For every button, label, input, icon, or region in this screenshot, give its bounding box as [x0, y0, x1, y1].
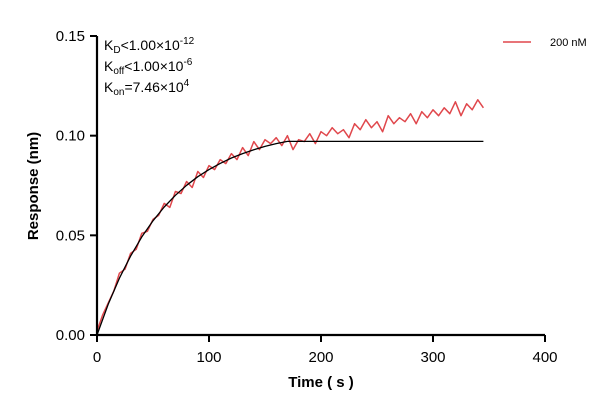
x-axis-label: Time ( s ): [288, 374, 354, 391]
x-tick-label: 100: [196, 349, 221, 366]
y-axis-label: Response (nm): [25, 132, 42, 240]
x-tick-label: 400: [532, 349, 557, 366]
fit-curve-line: [96, 140, 484, 336]
legend: 200 nM: [503, 37, 587, 49]
kon-annotation: Kon=7.46×104: [104, 78, 190, 98]
y-tick-label: 0.10: [56, 128, 85, 145]
axis-ticks: 0 100 200 300 400 0.00 0.05 0.10 0.15: [56, 28, 558, 366]
kd-annotation: KD<1.00×10-12: [104, 36, 195, 56]
x-tick-label: 300: [420, 349, 445, 366]
y-tick-label: 0.15: [56, 28, 85, 45]
x-tick-label: 200: [308, 349, 333, 366]
koff-annotation: Koff<1.00×10-6: [104, 57, 193, 77]
series-line-200nm: [96, 99, 485, 332]
y-tick-label: 0.05: [56, 227, 85, 244]
kinetics-annotation: KD<1.00×10-12 Koff<1.00×10-6 Kon=7.46×10…: [104, 36, 195, 98]
y-tick-label: 0.00: [56, 327, 85, 344]
x-tick-label: 0: [93, 349, 101, 366]
plot-area: [96, 99, 485, 336]
legend-label-200nm: 200 nM: [550, 37, 587, 49]
